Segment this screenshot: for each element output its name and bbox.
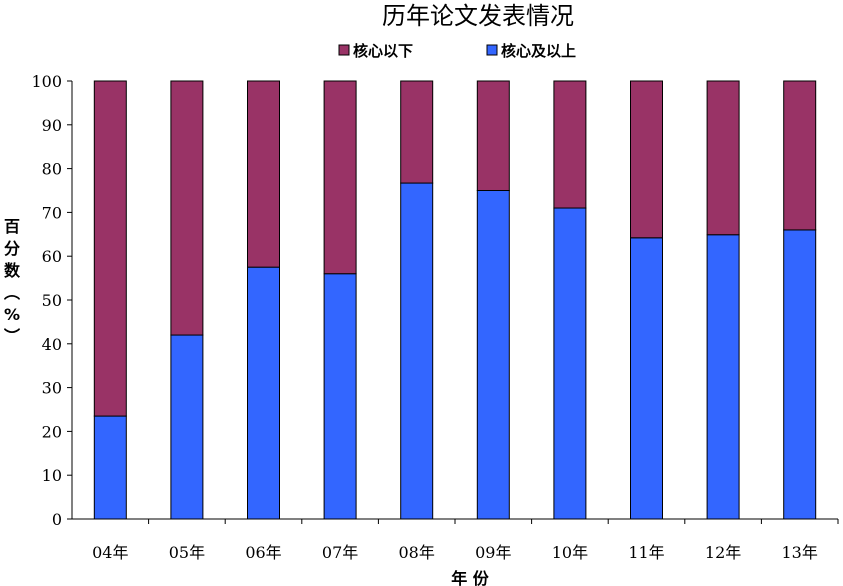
y-tick-label: 40 [42, 335, 62, 354]
bar-segment [783, 80, 817, 231]
y-tick-label: 70 [42, 203, 62, 222]
x-tick-label: 07年 [322, 543, 358, 562]
bar-segment [93, 415, 127, 520]
bar-segment [93, 80, 127, 417]
bar-segment [630, 80, 663, 239]
legend: 核心以下 核心及以上 [338, 42, 576, 60]
y-tick-label: 60 [42, 247, 62, 266]
x-tick-label: 09年 [475, 543, 511, 562]
x-tick-label: 05年 [169, 543, 205, 562]
bar-segment [553, 207, 587, 520]
legend-label-core-below: 核心以下 [353, 42, 413, 60]
y-tick-label: 0 [52, 510, 62, 529]
x-tick-label: 12年 [705, 543, 741, 562]
legend-label-core-above: 核心及以上 [501, 42, 576, 60]
y-axis-label: 百分数︵% ︶ [4, 217, 21, 346]
x-tick-label: 08年 [399, 543, 435, 562]
x-tick-label: 11年 [628, 543, 664, 562]
bar-segment [247, 80, 280, 268]
bar-segment [706, 80, 740, 236]
bar-segment [630, 237, 663, 520]
x-tick-label: 10年 [552, 543, 588, 562]
bar-segment [400, 182, 434, 520]
bar-segment [400, 80, 434, 184]
y-tick-label: 10 [42, 466, 62, 485]
bar-segment [170, 80, 204, 336]
legend-swatch-core-below [338, 44, 350, 56]
x-axis-label: 年 份 [451, 569, 490, 586]
y-tick-label: 90 [42, 116, 62, 135]
y-tick-label: 80 [42, 160, 62, 179]
x-tick-label: 04年 [92, 543, 128, 562]
bar-segment [476, 190, 510, 520]
bars [93, 80, 817, 520]
x-tick-label: 06年 [245, 543, 281, 562]
x-axis-ticks: 04年 05年 06年 07年 08年 09年 10年 11年 12年 13年 [92, 519, 839, 562]
y-axis-ticks: 0 10 20 30 40 50 60 70 80 90 100 [31, 72, 72, 529]
bar-segment [323, 273, 357, 520]
y-tick-label: 20 [42, 422, 62, 441]
bar-segment [553, 80, 587, 209]
bar-segment [323, 80, 357, 275]
x-tick-label: 13年 [782, 543, 818, 562]
y-tick-label: 100 [31, 72, 62, 91]
bar-segment [783, 229, 817, 520]
legend-swatch-core-above [486, 44, 498, 56]
bar-segment [706, 234, 740, 520]
bar-segment [247, 266, 280, 520]
y-tick-label: 30 [42, 379, 62, 398]
y-tick-label: 50 [42, 291, 62, 310]
chart-title: 历年论文发表情况 [382, 2, 574, 30]
bar-segment [476, 80, 510, 191]
bar-segment [170, 334, 204, 520]
